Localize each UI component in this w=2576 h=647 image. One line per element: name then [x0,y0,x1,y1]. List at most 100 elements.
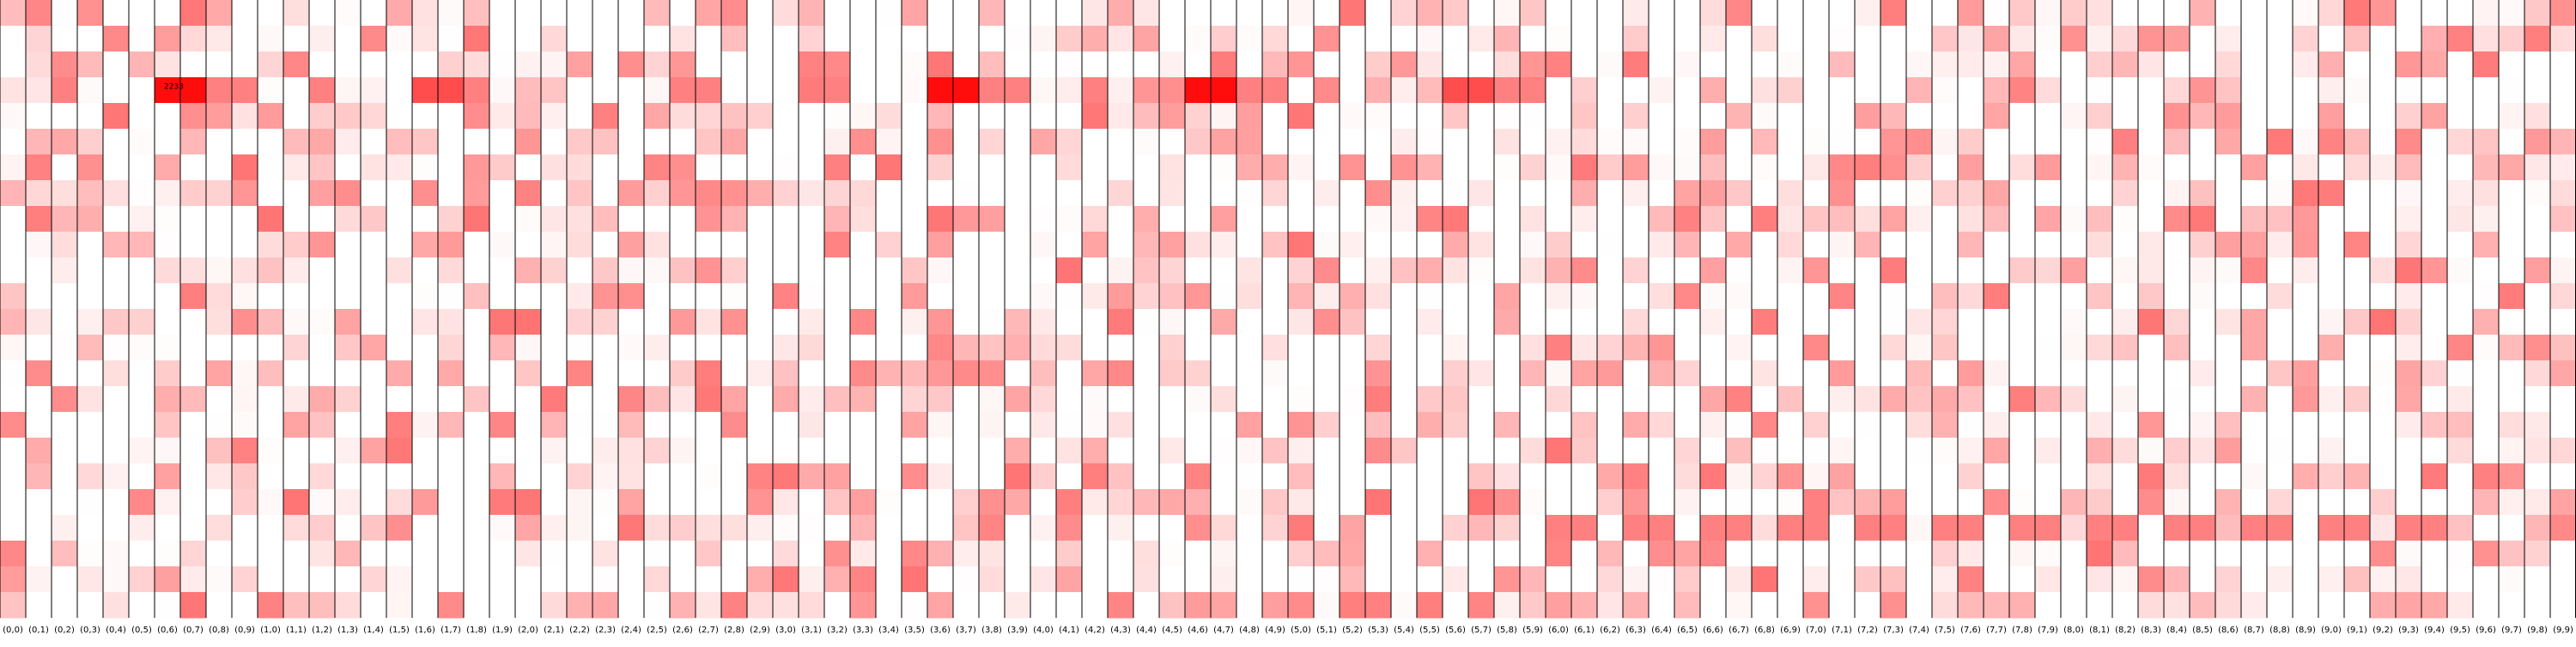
heatmap-cell [747,103,774,130]
heatmap-cell [876,489,902,516]
heatmap-cell [2190,566,2216,593]
heatmap-cell [103,592,130,619]
heatmap-cell [592,309,619,336]
heatmap-cell [2112,309,2139,336]
heatmap-cell [1494,206,1521,233]
heatmap-cell [464,360,490,387]
heatmap-cell [1082,360,1109,387]
x-tick-label: (7,4) [1909,626,1929,635]
x-tick-label: (2,8) [724,626,744,635]
heatmap-cell [2061,335,2087,361]
heatmap-cell [1984,463,2010,490]
heatmap-cell [2112,0,2139,27]
heatmap-cell [2293,360,2319,387]
heatmap-cell [515,335,542,361]
heatmap-cell [2035,309,2062,336]
heatmap-cell [1082,592,1109,619]
heatmap-cell [1597,77,1624,104]
heatmap-cell [1984,103,2010,130]
heatmap-cell [1159,26,1186,52]
heatmap-cell [464,438,490,464]
heatmap-cell [1082,386,1109,413]
x-tick-label: (9,9) [2553,626,2573,635]
heatmap-cell [1391,489,1418,516]
heatmap-cell [2396,489,2422,516]
heatmap-cell [26,463,52,490]
heatmap-cell [361,26,387,52]
heatmap-cell [1649,438,1675,464]
heatmap-cell [1623,309,1649,336]
heatmap-cell [1494,77,1521,104]
heatmap-cell [1288,180,1315,207]
heatmap-cell [2344,103,2371,130]
heatmap-cell [618,129,645,155]
heatmap-cell [1752,77,1778,104]
heatmap-cell [2344,412,2371,438]
heatmap-cell [283,257,310,284]
heatmap-cell [2499,335,2525,361]
heatmap-cell [1932,129,1959,155]
heatmap-cell [1314,541,1340,567]
heatmap-cell [1700,154,1727,181]
heatmap-cell [2061,360,2087,387]
heatmap-cell [2499,77,2525,104]
heatmap-cell [721,515,748,541]
heatmap-cell [129,309,155,336]
heatmap-cell [799,438,825,464]
heatmap-cell [670,129,696,155]
heatmap-cell [2190,412,2216,438]
heatmap-cell [2241,206,2268,233]
heatmap-cell [2241,489,2268,516]
heatmap-cell [1236,206,1263,233]
heatmap-cell [721,283,748,310]
heatmap-cell [1185,103,1212,130]
x-tick-labels: (0,0) (0,1) (0,2) (0,3) (0,4) (0,5) (0,6) (0,7)… [3,626,2573,635]
heatmap-cell [1932,463,1959,490]
heatmap-cell [1494,592,1521,619]
heatmap-cell [412,360,439,387]
heatmap-cell [2061,232,2087,258]
heatmap-cell [206,489,233,516]
heatmap-cell [1185,360,1212,387]
heatmap-cell [2241,438,2268,464]
heatmap-cell [1056,592,1083,619]
heatmap-cell [361,592,387,619]
heatmap-cell [1700,26,1727,52]
heatmap-cell [2241,515,2268,541]
heatmap-cell [2190,541,2216,567]
x-tick-label: (5,3) [1368,626,1388,635]
heatmap-cell [1262,257,1289,284]
heatmap-cell [206,26,233,52]
heatmap-cell [592,463,619,490]
heatmap-cell [2370,309,2397,336]
heatmap-cell [2164,51,2190,78]
heatmap-cell [1159,566,1186,593]
heatmap-cell [721,412,748,438]
x-tick-label: (9,5) [2450,626,2470,635]
heatmap-cell [1855,283,1881,310]
heatmap-cell [335,309,361,336]
heatmap-cell [2215,566,2242,593]
heatmap-cell [1777,103,1804,130]
heatmap-cell [2421,154,2448,181]
heatmap-cell [1211,592,1237,619]
x-tick-label: (8,2) [2115,626,2136,635]
heatmap-cell [824,257,851,284]
heatmap-cell [1391,566,1418,593]
heatmap-cell [232,206,258,233]
heatmap-cell [2112,489,2139,516]
heatmap-cell [283,77,310,104]
heatmap-cell [2164,592,2190,619]
heatmap-cell [541,566,568,593]
heatmap-cell [2396,463,2422,490]
heatmap-cell [1030,103,1057,130]
heatmap-cell [258,77,284,104]
heatmap-cell [541,180,568,207]
heatmap-cell [2112,129,2139,155]
heatmap-cell [1185,180,1212,207]
heatmap-cell [283,592,310,619]
heatmap-cell [1932,515,1959,541]
heatmap-cell [1056,566,1083,593]
heatmap-cell [1030,592,1057,619]
heatmap-cell [2164,412,2190,438]
